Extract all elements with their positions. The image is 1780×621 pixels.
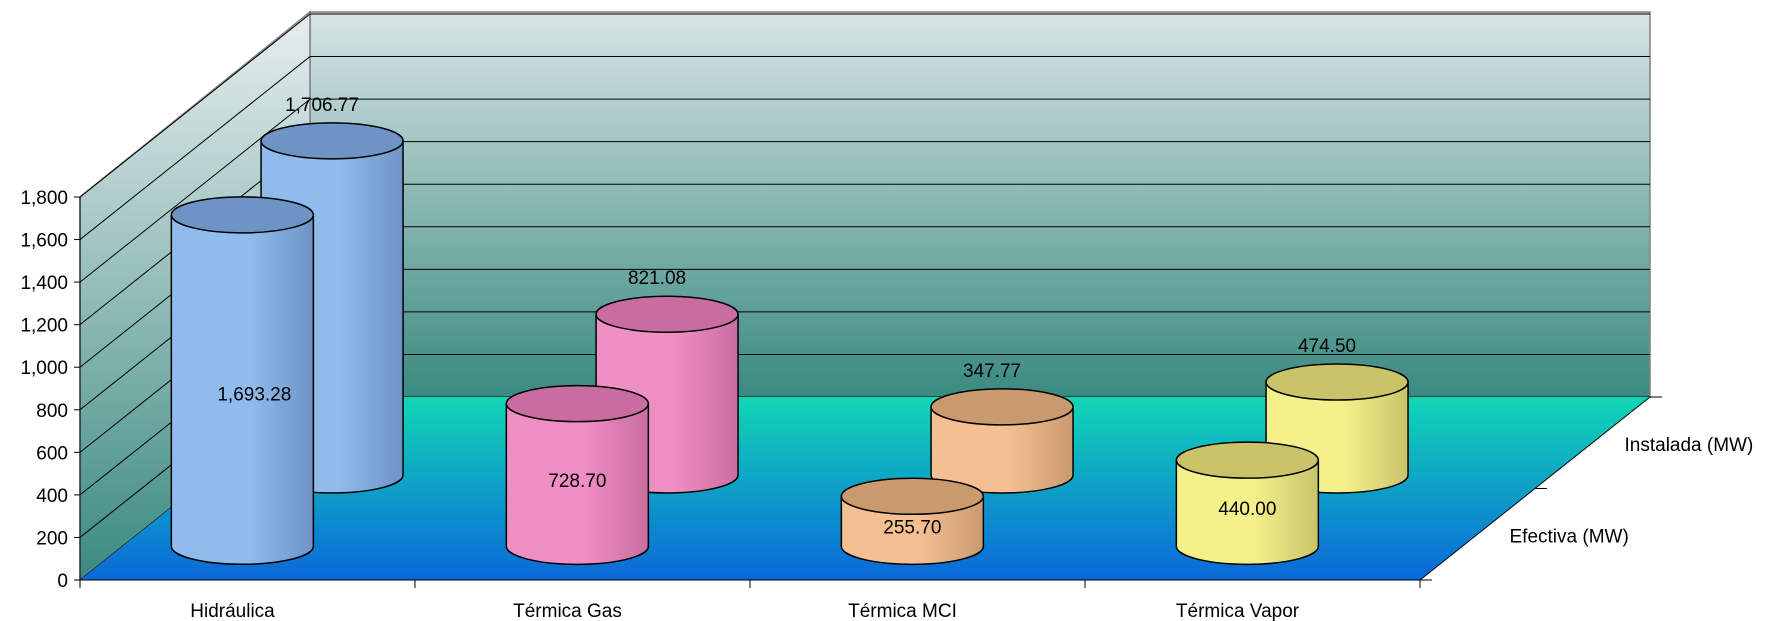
data-label: 1,706.77 — [285, 95, 359, 116]
y-tick-label: 1,400 — [20, 273, 68, 294]
axes: 0 200 400 600 800 1,000 1,200 1,400 1,600 1,800 Hi… — [20, 188, 1753, 621]
y-tick-label: 1,800 — [20, 188, 68, 209]
bar-cylinder — [840, 477, 985, 566]
bar-body — [170, 214, 315, 566]
data-label: 440.00 — [1218, 499, 1276, 520]
data-label: 728.70 — [548, 471, 606, 492]
bars — [170, 122, 1409, 566]
bar-top — [170, 196, 315, 234]
gridline-side — [79, 13, 311, 198]
bar-cylinder — [1175, 441, 1320, 566]
y-tick-label: 1,600 — [20, 231, 68, 252]
y-tick-label: 1,000 — [20, 358, 68, 379]
x-tick-label: Térmica Vapor — [1176, 601, 1300, 621]
back-wall — [309, 11, 1651, 398]
bar-cylinder — [170, 196, 315, 566]
y-tick-label: 0 — [57, 571, 68, 592]
series-label: Efectiva (MW) — [1510, 526, 1629, 547]
y-tick-label: 200 — [36, 528, 68, 549]
data-label: 474.50 — [1298, 336, 1356, 357]
bar-body — [840, 495, 985, 566]
y-tick-label: 1,200 — [20, 316, 68, 337]
bar-top — [840, 477, 985, 516]
bar-top — [260, 122, 404, 160]
bar-body — [1175, 459, 1320, 566]
bar-top — [930, 388, 1074, 426]
data-label: 821.08 — [628, 268, 686, 289]
y-tick-label: 800 — [36, 401, 68, 422]
bar-top — [1175, 441, 1320, 479]
data-labels: 1,706.77 821.08 347.77 474.50 1,693.28 728.70… — [217, 95, 1356, 538]
x-tick-label: Térmica Gas — [513, 601, 622, 621]
bar-cylinder — [505, 384, 650, 566]
x-tick-label: Térmica MCI — [848, 601, 957, 621]
gridline-side — [79, 56, 311, 240]
y-tick-label: 400 — [36, 486, 68, 507]
y-tick-label: 600 — [36, 443, 68, 464]
data-label: 255.70 — [883, 517, 941, 538]
bar-body — [505, 402, 650, 566]
x-tick-label: Hidráulica — [190, 601, 275, 621]
data-label: 347.77 — [963, 361, 1021, 382]
bar-top — [1265, 363, 1409, 401]
bar-top — [505, 384, 650, 423]
bar-cylinder — [930, 388, 1074, 494]
data-label: 1,693.28 — [217, 385, 291, 406]
series-label: Instalada (MW) — [1625, 435, 1754, 456]
gridline-side — [79, 98, 311, 283]
bar-top — [595, 295, 739, 333]
